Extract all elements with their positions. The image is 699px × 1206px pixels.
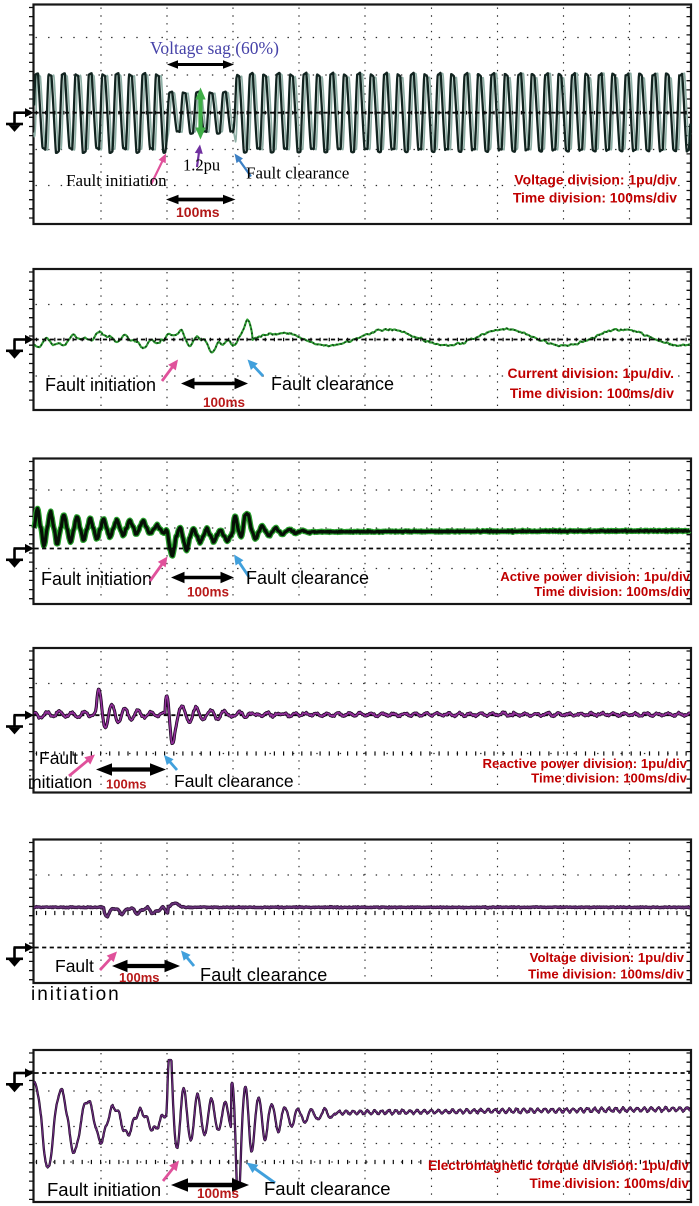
svg-text:Fault clearance: Fault clearance — [246, 568, 369, 588]
svg-text:Fault: Fault — [39, 748, 78, 768]
svg-text:Time division: 100ms/div: Time division: 100ms/div — [531, 771, 688, 786]
svg-text:Time division: 100ms/div: Time division: 100ms/div — [534, 584, 691, 599]
svg-text:100ms: 100ms — [176, 204, 220, 220]
svg-text:100ms: 100ms — [106, 777, 146, 792]
svg-text:Fault clearance: Fault clearance — [271, 374, 394, 394]
svg-text:100ms: 100ms — [197, 1186, 239, 1201]
svg-text:Voltage division: 1pu/div: Voltage division: 1pu/div — [514, 172, 677, 188]
svg-text:100ms: 100ms — [187, 585, 229, 600]
svg-text:Fault clearance: Fault clearance — [200, 965, 328, 985]
svg-text:100ms: 100ms — [119, 970, 159, 985]
svg-text:Fault: Fault — [55, 956, 94, 976]
svg-text:Voltage division: 1pu/div: Voltage division: 1pu/div — [530, 950, 685, 965]
svg-text:Fault clearance: Fault clearance — [264, 1178, 390, 1199]
svg-text:Fault clearance: Fault clearance — [246, 164, 349, 183]
svg-text:100ms: 100ms — [203, 395, 245, 410]
svg-text:Fault initiation: Fault initiation — [47, 1179, 161, 1200]
svg-text:Current division: 1pu/div.: Current division: 1pu/div. — [508, 365, 674, 381]
svg-text:Fault initiation: Fault initiation — [66, 171, 167, 190]
svg-text:Time division: 100ms/div: Time division: 100ms/div — [513, 190, 677, 206]
svg-text:Fault clearance: Fault clearance — [174, 771, 294, 791]
svg-text:Voltage sag (60%): Voltage sag (60%) — [150, 38, 279, 58]
svg-text:initiation: initiation — [28, 772, 92, 792]
svg-text:Time division: 100ms/div: Time division: 100ms/div — [510, 385, 674, 401]
svg-text:Time division: 100ms/div: Time division: 100ms/div — [529, 1176, 689, 1191]
svg-text:Time division: 100ms/div: Time division: 100ms/div — [528, 967, 685, 982]
svg-text:1.2pu: 1.2pu — [183, 156, 220, 175]
svg-text:initiation: initiation — [31, 984, 121, 1005]
svg-text:Fault initiation: Fault initiation — [45, 375, 156, 395]
svg-text:Reactive power division: 1pu/d: Reactive power division: 1pu/div — [483, 756, 688, 771]
svg-text:Fault initiation: Fault initiation — [41, 569, 152, 589]
svg-text:Active power division: 1pu/div: Active power division: 1pu/div — [500, 569, 690, 584]
svg-text:Electromagnetic torque divisio: Electromagnetic torque division: 1pu/div — [428, 1158, 690, 1173]
